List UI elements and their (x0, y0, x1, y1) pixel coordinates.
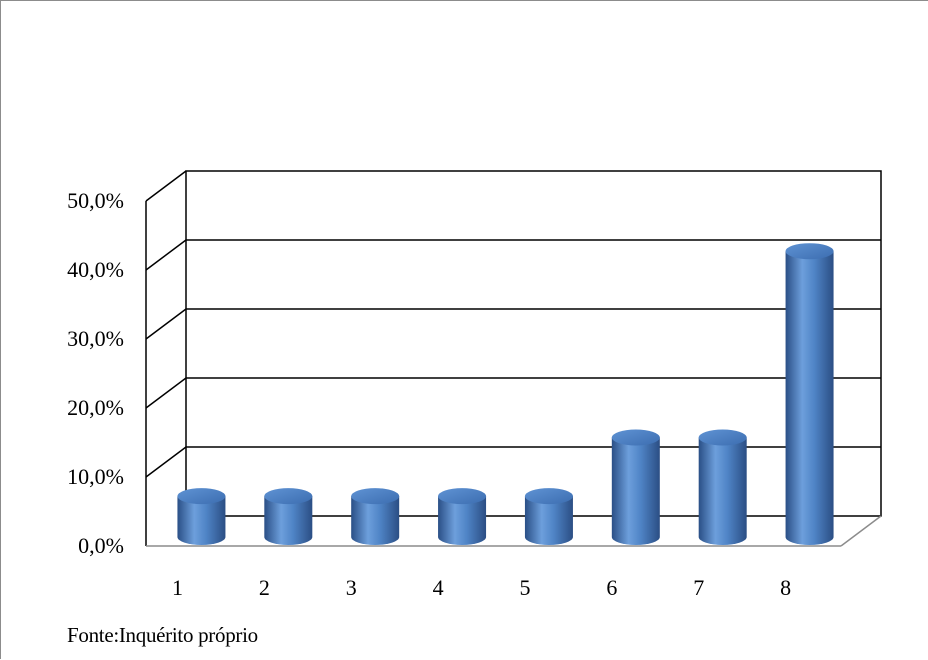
x-tick-label: 8 (780, 575, 791, 600)
x-tick-label: 4 (433, 575, 444, 600)
gridline-side (145, 446, 187, 478)
y-axis-ticks: 0,0% 10,0% 20,0% 30,0% 40,0% 50,0% (67, 188, 124, 558)
back-wall (185, 170, 882, 517)
bar-cap (264, 488, 313, 505)
bar-cap (351, 488, 400, 505)
bar-body (524, 496, 573, 545)
x-tick-label: 6 (606, 575, 617, 600)
y-tick-label: 20,0% (67, 395, 124, 420)
bar-8 (785, 243, 834, 545)
bar-body (611, 437, 660, 545)
chart-walls (145, 170, 882, 547)
source-note: Fonte:Inquérito próprio (67, 623, 258, 647)
bar-1 (177, 488, 226, 545)
y-tick-label: 40,0% (67, 257, 124, 282)
y-tick-label: 30,0% (67, 326, 124, 351)
bar-cap (785, 243, 834, 260)
bar-body (351, 496, 400, 545)
bar-body (264, 496, 313, 545)
bar-body (785, 251, 834, 545)
y-tick-label: 50,0% (67, 188, 124, 213)
x-tick-label: 5 (519, 575, 530, 600)
x-tick-label: 3 (346, 575, 357, 600)
gridlines (145, 239, 881, 478)
y-tick-label: 0,0% (78, 533, 124, 558)
bar-body (177, 496, 226, 545)
bar-cap (177, 488, 226, 505)
floor-right-edge (840, 515, 882, 547)
bar-cap (524, 488, 573, 505)
gridline-side (145, 308, 187, 340)
x-axis-ticks: 1 2 3 4 5 6 7 8 (172, 575, 791, 600)
bar-7 (698, 429, 747, 545)
bar-2 (264, 488, 313, 545)
bar-body (438, 496, 487, 545)
y-tick-label: 10,0% (67, 464, 124, 489)
x-tick-label: 1 (172, 575, 183, 600)
x-tick-label: 7 (693, 575, 704, 600)
bar-4 (438, 488, 487, 545)
bar-5 (524, 488, 573, 545)
bar-3 (351, 488, 400, 545)
gridline-side (145, 377, 187, 409)
side-wall-top-edge (145, 170, 187, 202)
bar-6 (611, 429, 660, 545)
bar-cap (611, 429, 660, 446)
bars (177, 243, 834, 545)
bar-cap (698, 429, 747, 446)
bar-cap (438, 488, 487, 505)
gridline-side (145, 239, 187, 271)
bar-body (698, 437, 747, 545)
x-tick-label: 2 (259, 575, 270, 600)
